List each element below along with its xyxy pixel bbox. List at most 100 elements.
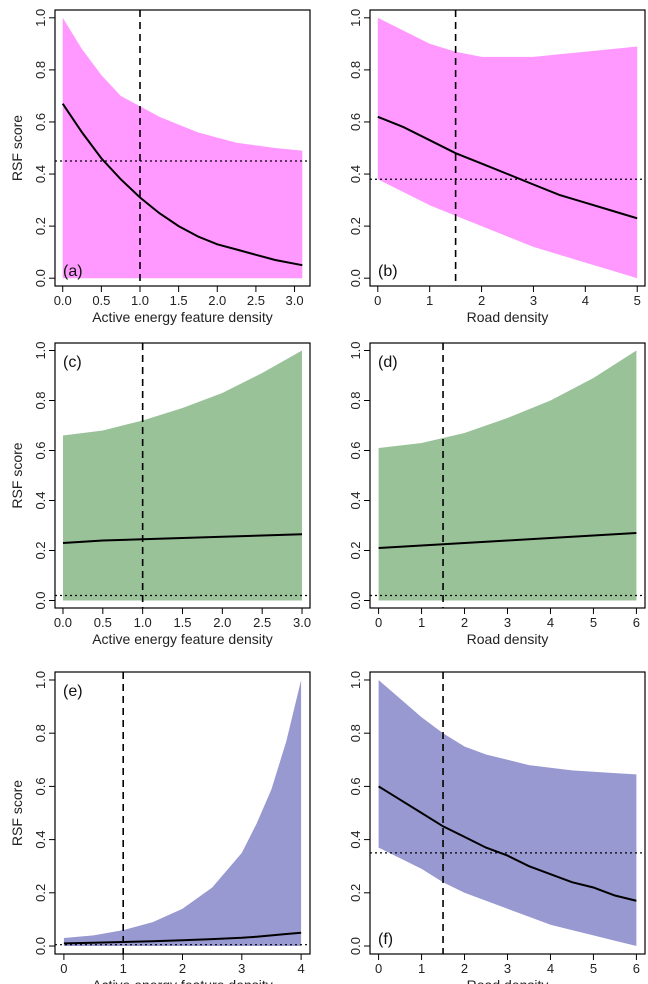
panel-f: 0 1 2 3 4 5 6 0.0 0.2 0.4 0.6 0.8 1.0 Road density (f) — [348, 671, 646, 984]
panel-e-y-tick-label: 0.8 — [33, 724, 48, 742]
panel-b-y-tick-label: 0.2 — [348, 217, 363, 235]
panel-a-x-tick-label: 1.0 — [131, 293, 149, 308]
panel-b-x-tick-label: 1 — [426, 293, 433, 308]
panel-b-confidence-band — [377, 17, 638, 279]
panel-a-y-axis-title: RSF score — [9, 115, 25, 181]
panel-a-y-tick-label: 0.6 — [33, 113, 48, 131]
panel-e-y-tick-label: 1.0 — [33, 671, 48, 689]
panel-d-y-tick-label: 0.8 — [348, 391, 363, 409]
panel-b-y-tick-label: 1.0 — [348, 9, 363, 27]
panel-a-x-tick-label: 0.0 — [54, 293, 72, 308]
panel-d-y-tick-label: 0.4 — [348, 491, 363, 509]
panel-f-y-tick-label: 0.0 — [348, 937, 363, 955]
panel-f-x-tick-label: 6 — [633, 961, 640, 976]
panel-b-x-tick-label: 5 — [634, 293, 641, 308]
panel-e-x-tick-label: 1 — [120, 961, 127, 976]
panel-a-x-tick-label: 0.5 — [92, 293, 110, 308]
panel-e-confidence-band — [63, 680, 302, 946]
panel-d-fitted-line — [378, 532, 637, 549]
panel-a: 0.0 0.5 1.0 1.5 2.0 2.5 3.00.00.20.40.60.81.0A… — [9, 9, 311, 325]
panel-c-confidence-band — [63, 350, 302, 601]
panel-d-y-tick-label: 1.0 — [348, 341, 363, 359]
panel-d-x-tick-label: 3 — [504, 615, 511, 630]
panel-d-confidence-band — [378, 350, 637, 601]
panel-d-label: (d) — [378, 354, 398, 371]
panel-f-y-tick-label: 0.4 — [348, 831, 363, 849]
panel-d-x-tick-label: 4 — [547, 615, 554, 630]
panel-b-y-tick-label: 0.4 — [348, 165, 363, 183]
panel-d-y-tick-label: 0.6 — [348, 441, 363, 459]
panel-f-x-tick-label: 3 — [504, 961, 511, 976]
panel-a-confidence-band — [62, 17, 303, 279]
panel-b: 0 1 2 3 4 5 0.0 0.2 0.4 0.6 0.8 1.0 Road density (b) — [348, 9, 646, 325]
panel-f-plot-area — [370, 672, 645, 954]
panel-a-y-tick-label: 0.2 — [33, 217, 48, 235]
panel-e-x-axis-title: Active energy feature density — [92, 977, 273, 984]
panel-d-plot-area — [370, 343, 645, 608]
panel-a-x-tick-label: 3.0 — [286, 293, 304, 308]
panel-a-y-tick-label: 0.4 — [33, 165, 48, 183]
panel-c-label: (c) — [63, 354, 82, 371]
panel-f-y-tick-label: 0.8 — [348, 724, 363, 742]
panel-f-x-axis-title: Road density — [467, 977, 549, 984]
panel-a-frame — [54, 9, 311, 287]
panel-d: 0 1 2 3 4 5 6 0.0 0.2 0.4 0.6 0.8 1.0 Road density (d) — [348, 341, 646, 647]
panel-c: 0.0 0.5 1.0 1.5 2.0 2.5 3.00.00.20.40.60.81.0A… — [9, 341, 311, 647]
panel-e-plot-area — [55, 672, 310, 954]
panel-b-x-axis-title: Road density — [467, 309, 549, 325]
panel-e-x-tick-label: 4 — [297, 961, 304, 976]
panel-c-x-axis-title: Active energy feature density — [92, 631, 273, 647]
panel-f-x-tick-label: 5 — [590, 961, 597, 976]
panel-f-confidence-band — [378, 680, 637, 946]
panel-b-x-tick-label: 3 — [530, 293, 537, 308]
panel-e-x-tick-label: 0 — [60, 961, 67, 976]
panel-b-label: (b) — [378, 263, 398, 280]
panel-a-x-tick-label: 2.5 — [247, 293, 265, 308]
panel-e-x-tick-label: 2 — [179, 961, 186, 976]
panel-d-x-tick-label: 6 — [633, 615, 640, 630]
panel-a-y-tick-label: 1.0 — [33, 9, 48, 27]
panel-c-y-tick-label: 0.0 — [33, 591, 48, 609]
panel-f-y-tick-label: 1.0 — [348, 671, 363, 689]
panel-a-fitted-line — [61, 103, 303, 267]
panel-e-y-tick-label: 0.0 — [33, 937, 48, 955]
panel-b-fitted-line — [377, 115, 638, 220]
panel-c-y-tick-label: 0.8 — [33, 391, 48, 409]
panel-c-y-tick-label: 0.4 — [33, 491, 48, 509]
panel-a-y-tick-label: 0.0 — [33, 269, 48, 287]
panel-f-x-tick-label: 0 — [375, 961, 382, 976]
panel-b-plot-area — [370, 10, 645, 286]
panel-b-y-tick-label: 0.8 — [348, 61, 363, 79]
panel-c-x-tick-label: 3.0 — [293, 615, 311, 630]
panel-a-x-axis-title: Active energy feature density — [92, 309, 273, 325]
panel-c-fitted-line — [62, 533, 303, 544]
panel-e-label: (e) — [63, 683, 83, 700]
panel-b-frame — [369, 9, 646, 287]
panel-f-y-tick-label: 0.6 — [348, 777, 363, 795]
panel-a-x-tick-label: 1.5 — [170, 293, 188, 308]
panel-d-x-tick-label: 5 — [590, 615, 597, 630]
panel-e-y-tick-label: 0.6 — [33, 777, 48, 795]
panel-c-y-tick-label: 1.0 — [33, 341, 48, 359]
panel-e-y-tick-label: 0.2 — [33, 884, 48, 902]
panel-a-x-tick-label: 2.0 — [208, 293, 226, 308]
panel-d-x-tick-label: 2 — [461, 615, 468, 630]
panel-c-x-tick-label: 2.0 — [213, 615, 231, 630]
panel-b-x-tick-label: 4 — [582, 293, 589, 308]
panel-e-x-tick-label: 3 — [238, 961, 245, 976]
panel-d-y-tick-label: 0.0 — [348, 591, 363, 609]
panel-a-y-tick-label: 0.8 — [33, 61, 48, 79]
panel-c-x-tick-label: 1.0 — [134, 615, 152, 630]
panel-d-x-tick-label: 0 — [375, 615, 382, 630]
panel-e-fitted-line — [63, 931, 302, 945]
panel-c-x-tick-label: 2.5 — [253, 615, 271, 630]
panel-b-y-tick-label: 0.6 — [348, 113, 363, 131]
panel-d-x-tick-label: 1 — [418, 615, 425, 630]
panel-b-y-tick-label: 0.0 — [348, 269, 363, 287]
panel-f-x-tick-label: 1 — [418, 961, 425, 976]
panel-e-y-axis-title: RSF score — [9, 780, 25, 846]
panel-b-x-tick-label: 2 — [478, 293, 485, 308]
panel-f-label: (f) — [378, 931, 393, 948]
panel-f-y-tick-label: 0.2 — [348, 884, 363, 902]
